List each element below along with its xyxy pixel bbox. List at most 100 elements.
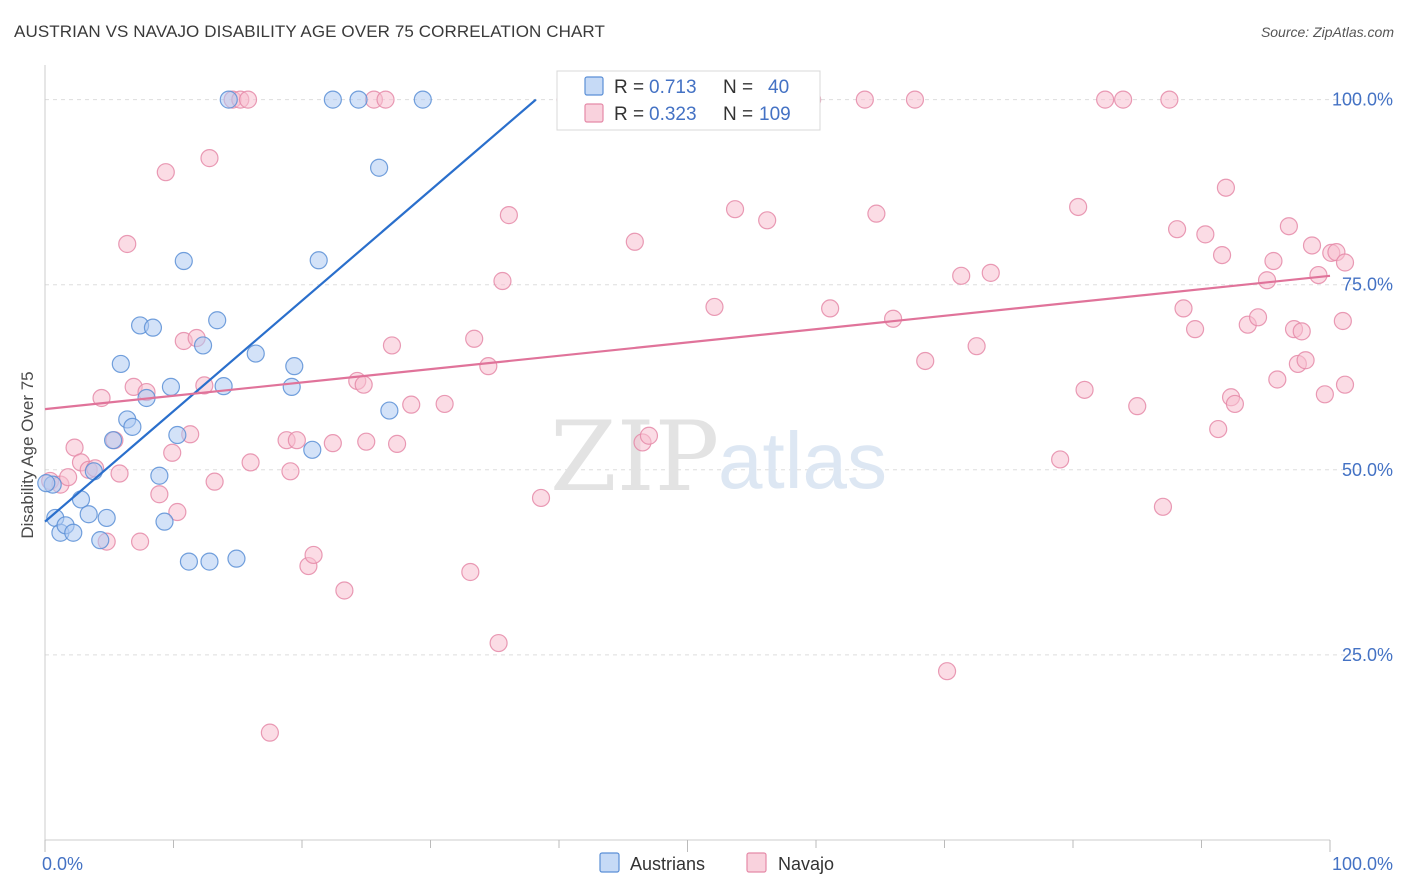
austrians-point-10 (104, 431, 123, 450)
legend-austrians-n-value: 40 (768, 77, 789, 98)
navajo-point-89 (1225, 394, 1245, 414)
navajo-point-41 (376, 90, 395, 109)
navajo-point-83 (1185, 320, 1205, 339)
bottom-legend-austrians: Austrians (630, 854, 705, 874)
austrians-point-22 (179, 552, 199, 571)
stats-legend: R = 0.713 N = 40 R = 0.323 N = 109 (556, 70, 821, 131)
navajo-point-52 (531, 488, 551, 508)
austrians-point-38 (413, 90, 432, 109)
navajo-point-58 (705, 297, 724, 317)
navajo-point-51 (499, 206, 518, 225)
navajo-point-35 (323, 434, 342, 453)
legend-swatch-navajo (584, 103, 604, 123)
navajo-point-63 (821, 299, 840, 318)
austrians-point-4 (64, 523, 83, 542)
austrians-point-36 (370, 158, 389, 177)
navajo-point-106 (1335, 375, 1355, 394)
austrians-point-23 (193, 336, 213, 355)
y-tick-label-50: 50.0% (1342, 460, 1393, 480)
navajo-point-44 (402, 395, 421, 414)
navajo-point-80 (1160, 90, 1179, 109)
navajo-point-69 (937, 662, 957, 681)
austrians-point-31 (285, 357, 304, 376)
legend-swatch-austrians (584, 76, 604, 96)
legend-navajo-n-value: 109 (759, 104, 791, 125)
austrians-point-19 (161, 377, 181, 396)
navajo-point-76 (1096, 90, 1115, 109)
legend-austrians-r-label: R = (614, 77, 644, 98)
navajo-point-48 (479, 357, 498, 376)
navajo-point-55 (625, 232, 644, 251)
navajo-point-95 (1279, 217, 1298, 236)
tick-labels: 25.0% 50.0% 75.0% 100.0% 0.0% 100.0% (42, 90, 1393, 874)
austrians-point-8 (91, 531, 110, 550)
austrians-point-17 (150, 466, 169, 485)
navajo-point-57 (639, 426, 659, 445)
bottom-legend-navajo: Navajo (778, 854, 834, 874)
navajo-point-72 (981, 263, 1000, 282)
navajo-point-2 (59, 468, 78, 487)
austrians-point-20 (168, 425, 187, 445)
axes (44, 65, 1331, 852)
navajo-point-68 (916, 351, 935, 371)
chart-title: AUSTRIAN VS NAVAJO DISABILITY AGE OVER 7… (14, 22, 605, 41)
navajo-point-91 (1248, 308, 1268, 327)
navajo-point-71 (967, 337, 986, 356)
navajo-point-79 (1153, 497, 1173, 516)
watermark: ZIP atlas (550, 401, 887, 513)
navajo-point-82 (1174, 299, 1193, 318)
navajo-point-27 (238, 90, 258, 109)
navajo-point-77 (1114, 90, 1133, 109)
navajo-point-87 (1216, 178, 1236, 197)
austrians-points (37, 90, 432, 571)
navajo-point-81 (1167, 220, 1187, 239)
austrians-point-24 (200, 552, 219, 571)
austrians-point-28 (227, 549, 246, 568)
y-tick-label-100: 100.0% (1332, 90, 1393, 110)
navajo-point-64 (855, 90, 874, 109)
legend-navajo-r-label: R = (614, 104, 644, 125)
navajo-point-65 (867, 204, 886, 223)
navajo-point-18 (168, 502, 187, 522)
navajo-point-24 (205, 472, 224, 491)
chart-source: Source: ZipAtlas.com (1260, 24, 1394, 40)
bottom-legend-swatch-austrians (599, 852, 620, 873)
navajo-point-61 (758, 211, 777, 230)
navajo-point-29 (260, 723, 279, 742)
navajo-point-86 (1212, 245, 1232, 265)
legend-navajo-n-label: N = (723, 104, 753, 125)
austrians-point-32 (303, 440, 322, 459)
navajo-point-36 (335, 581, 354, 600)
navajo-point-43 (387, 434, 407, 453)
navajo-point-32 (287, 431, 306, 450)
trend-lines (44, 98, 1331, 523)
austrians-point-25 (208, 311, 227, 330)
x-tick-label-100: 100.0% (1332, 854, 1393, 874)
navajo-point-107 (1335, 253, 1355, 272)
navajo-point-23 (200, 149, 219, 168)
navajo-point-74 (1069, 197, 1088, 217)
bottom-legend-swatch-navajo (746, 852, 767, 873)
legend-austrians-r-value: 0.713 (649, 77, 697, 98)
navajo-point-34 (304, 545, 323, 565)
austrians-point-33 (309, 251, 328, 270)
navajo-point-10 (110, 464, 129, 483)
navajo-point-75 (1075, 380, 1094, 399)
y-tick-label-25: 25.0% (1342, 645, 1393, 665)
navajo-point-70 (952, 266, 971, 285)
watermark-zip: ZIP (550, 401, 719, 513)
navajo-point-38 (354, 375, 373, 394)
austrians-point-27 (219, 90, 238, 109)
watermark-atlas: atlas (718, 416, 887, 505)
navajo-point-85 (1209, 419, 1228, 439)
navajo-point-92 (1257, 271, 1277, 290)
navajo-point-100 (1302, 236, 1322, 255)
navajo-point-13 (130, 532, 150, 551)
austrians-point-6 (79, 505, 98, 524)
austrians-point-18 (155, 512, 174, 531)
navajo-point-102 (1315, 385, 1334, 404)
navajo-point-66 (883, 309, 903, 328)
navajo-point-93 (1264, 251, 1283, 271)
austrians-point-13 (123, 417, 142, 436)
